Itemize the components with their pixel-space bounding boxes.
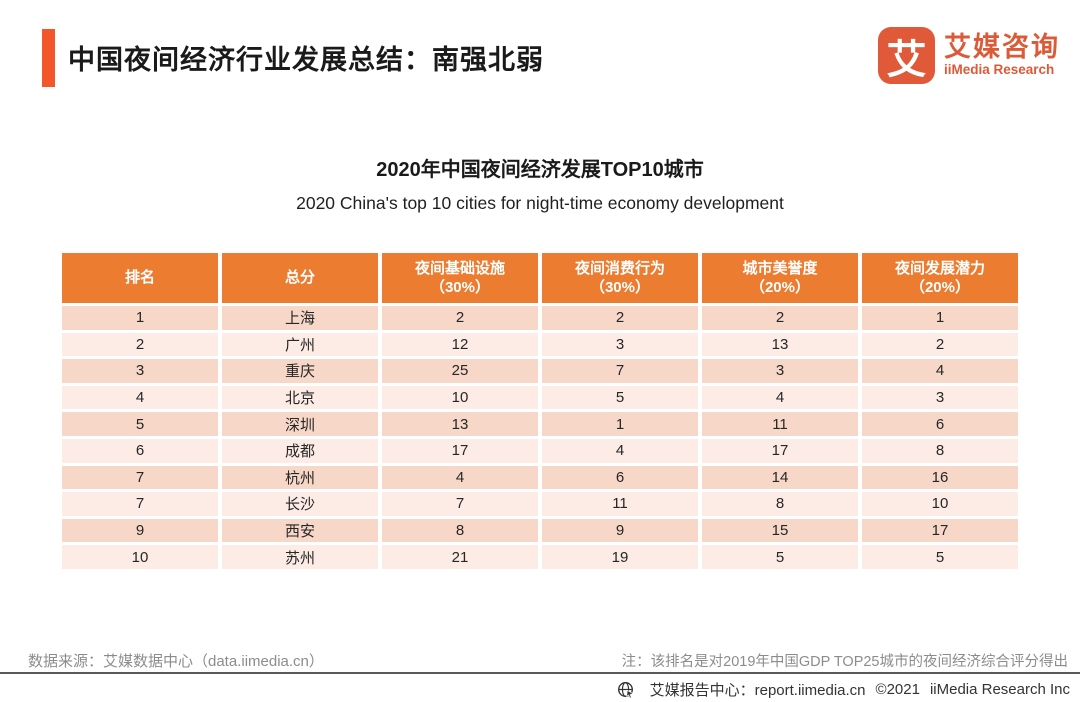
score-cell: 7: [382, 492, 538, 516]
city-cell: 苏州: [222, 545, 378, 569]
rank-cell: 2: [62, 332, 218, 357]
score-cell: 4: [382, 465, 538, 490]
score-cell: 17: [862, 518, 1018, 543]
column-header: 排名: [62, 253, 218, 303]
score-cell: 15: [702, 518, 858, 543]
column-header: 夜间基础设施 （30%）: [382, 253, 538, 303]
rank-cell: 6: [62, 438, 218, 463]
city-cell: 深圳: [222, 412, 378, 436]
score-cell: 6: [862, 412, 1018, 436]
rank-cell: 9: [62, 518, 218, 543]
city-cell: 北京: [222, 385, 378, 410]
score-cell: 7: [542, 359, 698, 383]
score-cell: 8: [862, 438, 1018, 463]
chart-title: 2020年中国夜间经济发展TOP10城市: [376, 159, 704, 181]
score-cell: 2: [542, 306, 698, 330]
score-cell: 4: [862, 359, 1018, 383]
score-cell: 13: [702, 332, 858, 357]
column-header: 城市美誉度 （20%）: [702, 253, 858, 303]
score-cell: 2: [862, 332, 1018, 357]
score-cell: 3: [702, 359, 858, 383]
score-cell: 8: [702, 492, 858, 516]
logo-glyph: 艾: [886, 37, 927, 82]
score-cell: 17: [702, 438, 858, 463]
city-cell: 成都: [222, 438, 378, 463]
rank-cell: 3: [62, 359, 218, 383]
score-cell: 11: [702, 412, 858, 436]
score-cell: 6: [542, 465, 698, 490]
score-cell: 5: [542, 385, 698, 410]
score-cell: 2: [702, 306, 858, 330]
score-cell: 1: [862, 306, 1018, 330]
score-cell: 17: [382, 438, 538, 463]
city-cell: 杭州: [222, 465, 378, 490]
footer-company: iiMedia Research Inc: [929, 681, 1070, 698]
score-cell: 11: [542, 492, 698, 516]
column-header: 夜间发展潜力 （20%）: [862, 253, 1018, 303]
logo-name-cn: 艾媒咨询: [944, 32, 1060, 63]
city-cell: 西安: [222, 518, 378, 543]
score-cell: 16: [862, 465, 1018, 490]
footer-copyright: ©2021: [875, 681, 920, 698]
score-cell: 5: [702, 545, 858, 569]
rank-cell: 5: [62, 412, 218, 436]
iimedia-logo-icon: 艾: [878, 27, 935, 84]
footer-divider: [0, 672, 1080, 674]
score-cell: 19: [542, 545, 698, 569]
rank-cell: 7: [62, 492, 218, 516]
chart-subtitle: 2020 China's top 10 cities for night-tim…: [296, 193, 784, 213]
score-cell: 2: [382, 306, 538, 330]
rank-cell: 10: [62, 545, 218, 569]
iimedia-logo: 艾 艾媒咨询 iiMedia Research: [878, 27, 1060, 84]
rank-cell: 1: [62, 306, 218, 330]
ranking-note-text: 注：该排名是对2019年中国GDP TOP25城市的夜间经济综合评分得出: [621, 654, 1068, 670]
score-cell: 3: [542, 332, 698, 357]
city-cell: 广州: [222, 332, 378, 357]
page-title: 中国夜间经济行业发展总结：南强北弱: [68, 45, 544, 75]
city-cell: 重庆: [222, 359, 378, 383]
score-cell: 4: [702, 385, 858, 410]
score-cell: 12: [382, 332, 538, 357]
rank-cell: 4: [62, 385, 218, 410]
score-cell: 10: [382, 385, 538, 410]
title-accent-bar: [42, 29, 55, 87]
score-cell: 21: [382, 545, 538, 569]
score-cell: 8: [382, 518, 538, 543]
column-header: 总分: [222, 253, 378, 303]
score-cell: 9: [542, 518, 698, 543]
score-cell: 3: [862, 385, 1018, 410]
footer-bar: 艾媒报告中心：report.iimedia.cn ©2021 iiMedia R…: [617, 679, 1070, 700]
logo-name-en: iiMedia Research: [944, 61, 1055, 77]
score-cell: 5: [862, 545, 1018, 569]
city-cell: 上海: [222, 306, 378, 330]
city-cell: 长沙: [222, 492, 378, 516]
logo-text: 艾媒咨询 iiMedia Research: [944, 33, 1060, 78]
score-cell: 10: [862, 492, 1018, 516]
rank-cell: 7: [62, 465, 218, 490]
score-cell: 1: [542, 412, 698, 436]
globe-cursor-icon: [617, 681, 634, 698]
column-header: 夜间消费行为 （30%）: [542, 253, 698, 303]
score-cell: 25: [382, 359, 538, 383]
score-cell: 13: [382, 412, 538, 436]
footer-report-center: 艾媒报告中心：report.iimedia.cn: [649, 682, 866, 699]
score-cell: 14: [702, 465, 858, 490]
data-source-text: 数据来源：艾媒数据中心（data.iimedia.cn）: [28, 653, 324, 670]
score-cell: 4: [542, 438, 698, 463]
ranking-table: 排名 总分 夜间基础设施 （30%） 夜间消费行为 （30%） 城市美誉度 （20%）夜…: [62, 253, 1018, 569]
